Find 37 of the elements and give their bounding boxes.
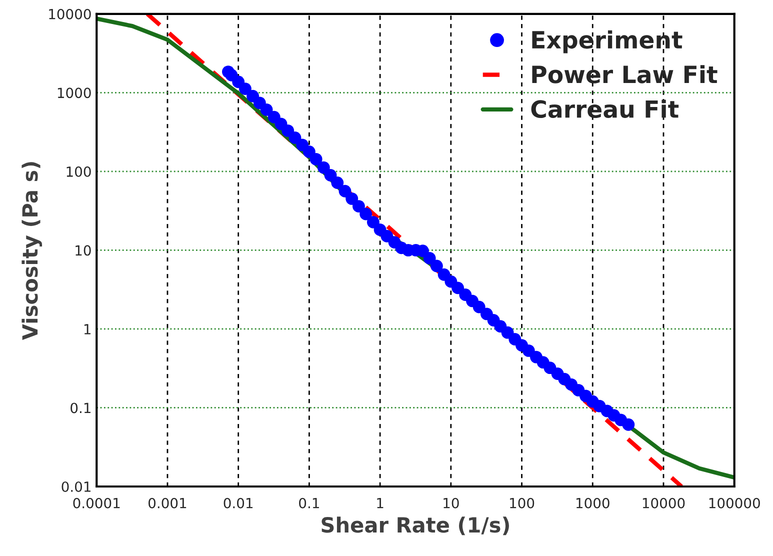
x-tick-label: 0.0001 [73, 498, 120, 508]
x-tick-label: 100 [510, 498, 534, 508]
y-tick-label: 0.01 [62, 481, 90, 492]
x-tick-label: 10 [444, 498, 459, 508]
x-tick-label: 100000 [709, 498, 760, 508]
x-tick-label: 10000 [642, 498, 685, 508]
point [452, 282, 464, 294]
point [346, 192, 358, 205]
legend-label: Power Law Fit [532, 65, 718, 84]
y-tick-label: 1 [84, 324, 90, 334]
y-axis-title: Viscosity (Pa s) [22, 162, 42, 340]
x-tick-label: 1 [377, 498, 384, 508]
x-tick-label: 0.1 [299, 498, 319, 508]
point [288, 132, 302, 144]
legend-label: Experiment [532, 30, 682, 54]
y-tick-label: 10000 [49, 8, 91, 20]
x-tick-label: 0.001 [148, 498, 186, 508]
point [317, 161, 330, 174]
y-tick-label: 100 [66, 166, 91, 177]
legend-label: Carreau Fit [531, 100, 679, 118]
point [472, 300, 486, 314]
x-tick-label: 1000 [576, 498, 610, 508]
point [430, 260, 443, 272]
x-axis-title: Shear Rate (1/s) [322, 516, 509, 536]
point [366, 216, 380, 228]
point [331, 176, 344, 189]
point [423, 252, 436, 264]
y-tick-label: 10 [76, 245, 91, 256]
point [310, 152, 322, 166]
x-tick-label: 0.01 [224, 498, 253, 508]
point [622, 418, 635, 431]
y-tick-label: 1000 [58, 88, 91, 98]
point [238, 82, 252, 95]
point [260, 103, 273, 116]
point [352, 200, 365, 212]
y-tick-label: 0.1 [70, 402, 90, 414]
point [360, 208, 372, 220]
